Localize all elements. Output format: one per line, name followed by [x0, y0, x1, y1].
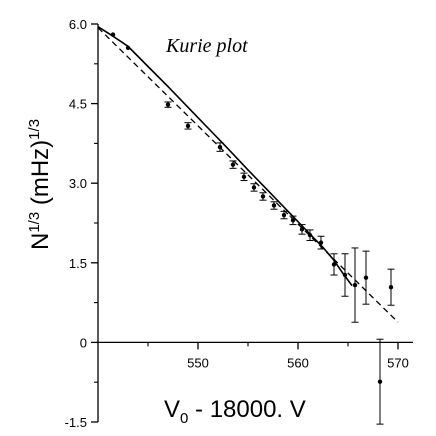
y-axis-title-superscript: 1/3	[26, 212, 43, 233]
point-marker	[388, 285, 394, 290]
point-marker	[331, 262, 337, 267]
y-tick-label: 1.5	[69, 256, 87, 271]
point-marker	[241, 174, 247, 180]
y-tick-label: 6.0	[69, 17, 87, 32]
data-point	[125, 45, 131, 51]
x-tick-label: 550	[187, 355, 209, 370]
data-point	[376, 338, 384, 425]
data-point	[306, 229, 314, 242]
point-marker	[110, 32, 116, 37]
data-point	[110, 32, 116, 37]
data-point	[240, 172, 248, 182]
x-axis-title: V0 - 18000. V	[164, 396, 306, 427]
point-marker	[377, 379, 383, 384]
point-marker	[260, 194, 266, 199]
y-axis-title-rest: (mHz)	[27, 140, 54, 212]
point-marker	[299, 227, 305, 232]
point-marker	[307, 233, 313, 238]
point-marker	[251, 185, 257, 190]
data-point	[184, 122, 192, 130]
point-marker	[125, 45, 131, 51]
annotation-kurie-plot: Kurie plot	[165, 35, 248, 57]
y-tick-label: -1.5	[65, 415, 87, 430]
point-marker	[352, 282, 358, 288]
y-tick-label: 0	[80, 335, 87, 350]
point-marker	[271, 203, 277, 208]
point-marker	[230, 162, 236, 167]
point-marker	[290, 218, 296, 223]
point-marker	[165, 102, 171, 107]
data-point	[298, 224, 306, 235]
x-axis-title-main: V	[164, 396, 180, 423]
data-point	[164, 101, 172, 108]
point-marker	[363, 275, 369, 280]
data-point	[351, 247, 359, 323]
y-axis-title-superscript-2: 1/3	[26, 119, 43, 140]
y-axis-title-main: N	[27, 233, 54, 250]
data-point	[362, 250, 370, 305]
series-layer	[97, 26, 399, 323]
data-point	[289, 215, 297, 226]
data-point	[250, 183, 258, 192]
x-axis-title-subscript: 0	[180, 410, 188, 427]
point-marker	[281, 212, 287, 218]
data-point	[341, 253, 349, 297]
data-point	[280, 210, 288, 220]
dashed-fit-line	[97, 27, 399, 323]
axes	[97, 24, 413, 422]
data-point	[330, 253, 338, 276]
x-axis-title-rest: - 18000. V	[188, 396, 305, 423]
data-point	[229, 160, 237, 169]
data-point	[387, 268, 395, 306]
data-point	[317, 235, 325, 250]
point-marker	[217, 144, 223, 150]
y-tick-label: 4.5	[69, 97, 87, 112]
ticks: -1.5 0 1.5 3.0 4.5 6.0 550 560 570	[65, 17, 409, 430]
point-marker	[342, 272, 348, 278]
y-axis-title: N1/3 (mHz)1/3	[26, 119, 54, 250]
point-marker	[318, 240, 324, 245]
y-tick-label: 3.0	[69, 176, 87, 191]
point-marker	[185, 123, 191, 129]
data-point	[216, 142, 224, 152]
x-tick-label: 560	[287, 355, 309, 370]
data-points	[110, 32, 395, 425]
data-point	[259, 192, 267, 201]
data-point	[270, 201, 278, 210]
x-tick-label: 570	[387, 355, 409, 370]
